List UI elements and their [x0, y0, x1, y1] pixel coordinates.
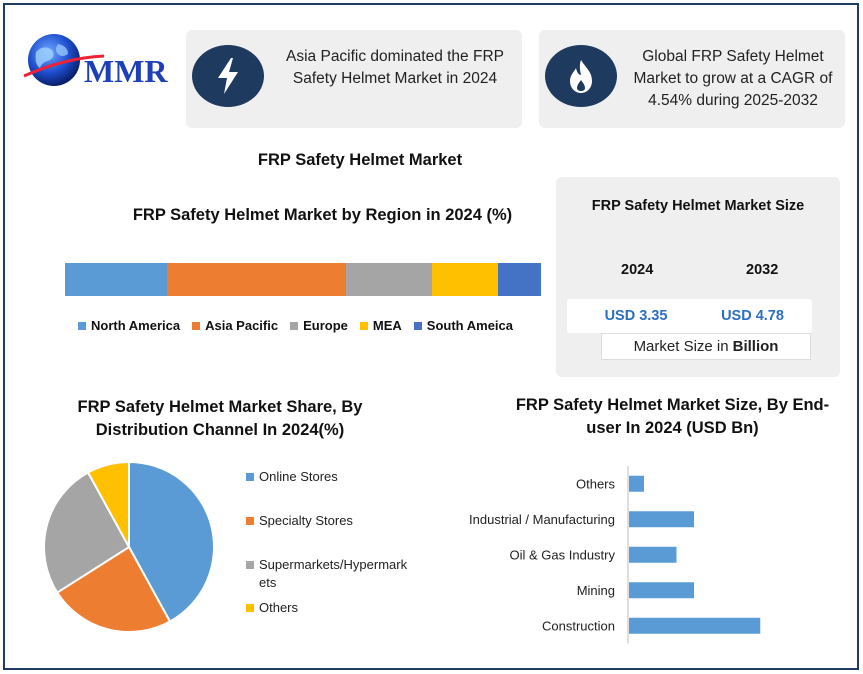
market-size-panel: FRP Safety Helmet Market Size 2024 2032 …: [556, 177, 840, 377]
legend-label: Supermarkets/Hypermark ets: [259, 557, 408, 590]
bar-label-others: Others: [576, 476, 616, 491]
market-size-title: FRP Safety Helmet Market Size: [591, 198, 805, 214]
pie-legend-item-supermarkets-hypermarkets: Supermarkets/Hypermark ets: [246, 556, 426, 592]
enduser-bar-chart: Others Industrial / Manufacturing Oil & Ga…: [469, 466, 761, 644]
unit-prefix: Market Size in: [633, 338, 729, 355]
legend-label: South Ameica: [426, 318, 513, 333]
pie-slice-specialty-stores: [55, 545, 172, 633]
flame-icon: [545, 45, 617, 107]
main-title: FRP Safety Helmet Market: [257, 151, 463, 169]
info-card-text: Global FRP Safety Helmet Market to grow …: [633, 48, 833, 109]
region-segment-asia-pacific: [167, 263, 346, 296]
bar-construction: [629, 617, 761, 634]
year-label-2032: 2032: [746, 262, 779, 278]
svg-text:MMR: MMR: [84, 53, 168, 89]
legend-item-mea: MEA: [359, 318, 402, 333]
region-segment-europe: [345, 263, 432, 296]
legend-swatch: [359, 321, 368, 330]
legend-label: Specialty Stores: [259, 513, 353, 528]
region-segment-south-ameica: [498, 263, 541, 296]
bar-others: [629, 475, 644, 492]
pie-chart-title: FRP Safety Helmet Market Share, By Distr…: [40, 396, 400, 442]
year-label-2024: 2024: [621, 262, 654, 278]
legend-swatch: [246, 561, 254, 569]
pie-legend-item-specialty-stores: Specialty Stores: [246, 512, 426, 530]
legend-item-europe: Europe: [290, 318, 348, 333]
region-stacked-bar: [65, 263, 541, 296]
legend-label: North America: [91, 318, 181, 333]
enduser-chart-title: FRP Safety Helmet Market Size, By End- u…: [495, 394, 850, 440]
bar-label-industrial-manufacturing: Industrial / Manufacturing: [469, 512, 615, 527]
info-card-cagr: Global FRP Safety Helmet Market to grow …: [539, 30, 845, 128]
legend-label: Europe: [303, 318, 348, 333]
region-legend: North America Asia Pacific Europe MEA South …: [78, 318, 513, 333]
pie-slice-supermarkets-hypermarkets: [43, 471, 131, 594]
distribution-pie-chart: [43, 460, 215, 633]
pie-slice-others: [86, 460, 130, 548]
pie-legend-item-online-stores: Online Stores: [246, 468, 426, 486]
info-card-text: Asia Pacific dominated the FRP Safety He…: [286, 48, 504, 87]
region-segment-north-america: [65, 263, 168, 296]
lightning-bolt-icon: [192, 45, 264, 107]
pie-title-line-1: FRP Safety Helmet Market Share, By: [77, 398, 363, 416]
legend-swatch: [246, 473, 254, 481]
legend-item-south-ameica: South Ameica: [413, 318, 513, 333]
legend-label: MEA: [372, 318, 402, 333]
bar-label-construction: Construction: [542, 618, 615, 633]
bar-label-oil-gas-industry: Oil & Gas Industry: [510, 547, 616, 562]
legend-swatch: [246, 517, 254, 525]
info-card-region: Asia Pacific dominated the FRP Safety He…: [186, 30, 522, 128]
legend-swatch: [290, 321, 299, 330]
market-size-unit: Market Size in Billion: [601, 333, 811, 360]
pie-title-line-2: Distribution Channel In 2024(%): [95, 421, 345, 439]
bar-mining: [629, 582, 694, 599]
globe-logo-icon: MMR: [23, 34, 168, 89]
unit-bold: Billion: [732, 338, 779, 355]
legend-swatch: [246, 604, 254, 612]
legend-swatch: [192, 321, 201, 330]
market-value-2032: USD 4.78: [693, 299, 812, 333]
bar-industrial-manufacturing: [629, 511, 694, 528]
legend-label: Online Stores: [259, 469, 338, 484]
bar-title-line-2: user In 2024 (USD Bn): [586, 419, 759, 437]
legend-item-north-america: North America: [78, 318, 180, 333]
bar-oil-gas-industry: [629, 546, 677, 563]
legend-swatch: [413, 321, 422, 330]
pie-legend-item-others: Others: [246, 599, 426, 617]
mmr-logo: MMR: [14, 30, 179, 100]
legend-label: Asia Pacific: [205, 318, 279, 333]
legend-item-asia-pacific: Asia Pacific: [192, 318, 278, 333]
region-chart-title: FRP Safety Helmet Market by Region in 20…: [132, 206, 513, 224]
bar-label-mining: Mining: [577, 583, 615, 598]
bar-title-line-1: FRP Safety Helmet Market Size, By End-: [515, 396, 830, 414]
legend-swatch: [78, 321, 86, 330]
legend-label: Others: [259, 600, 299, 615]
region-segment-mea: [431, 263, 499, 296]
pie-slice-online-stores: [128, 460, 215, 623]
market-value-2024: USD 3.35: [567, 299, 705, 333]
